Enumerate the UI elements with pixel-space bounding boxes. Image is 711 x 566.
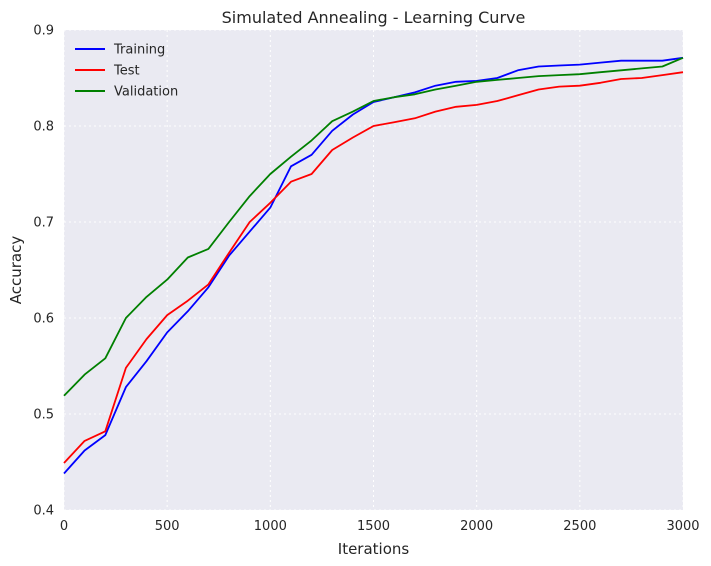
x-tick-label: 2000 bbox=[460, 519, 493, 534]
x-tick-label: 1000 bbox=[254, 519, 287, 534]
series-line-validation bbox=[63, 56, 684, 397]
x-tick-label: 2500 bbox=[563, 519, 596, 534]
legend-label-test: Test bbox=[113, 64, 140, 79]
legend: Training Test Validation bbox=[75, 43, 178, 100]
series-line-test bbox=[63, 71, 684, 464]
y-tick-label: 0.5 bbox=[33, 408, 54, 423]
y-axis-label: Accuracy bbox=[7, 236, 25, 305]
legend-label-training: Training bbox=[113, 43, 165, 58]
grid-lines bbox=[63, 29, 684, 511]
x-tick-label: 500 bbox=[155, 519, 180, 534]
y-tick-label: 0.9 bbox=[33, 24, 54, 39]
x-axis-ticks: 0 500 1000 1500 2000 2500 3000 bbox=[60, 519, 700, 534]
y-axis-ticks: 0.4 0.5 0.6 0.7 0.8 0.9 bbox=[33, 24, 54, 519]
x-axis-label: Iterations bbox=[338, 540, 410, 558]
series-lines bbox=[63, 56, 684, 475]
legend-label-validation: Validation bbox=[114, 85, 178, 100]
y-tick-label: 0.4 bbox=[33, 504, 54, 519]
x-tick-label: 3000 bbox=[666, 519, 699, 534]
y-tick-label: 0.6 bbox=[33, 312, 54, 327]
x-tick-label: 0 bbox=[60, 519, 68, 534]
y-tick-label: 0.8 bbox=[33, 120, 54, 135]
x-tick-label: 1500 bbox=[357, 519, 390, 534]
chart-title: Simulated Annealing - Learning Curve bbox=[222, 8, 526, 27]
y-tick-label: 0.7 bbox=[33, 216, 54, 231]
